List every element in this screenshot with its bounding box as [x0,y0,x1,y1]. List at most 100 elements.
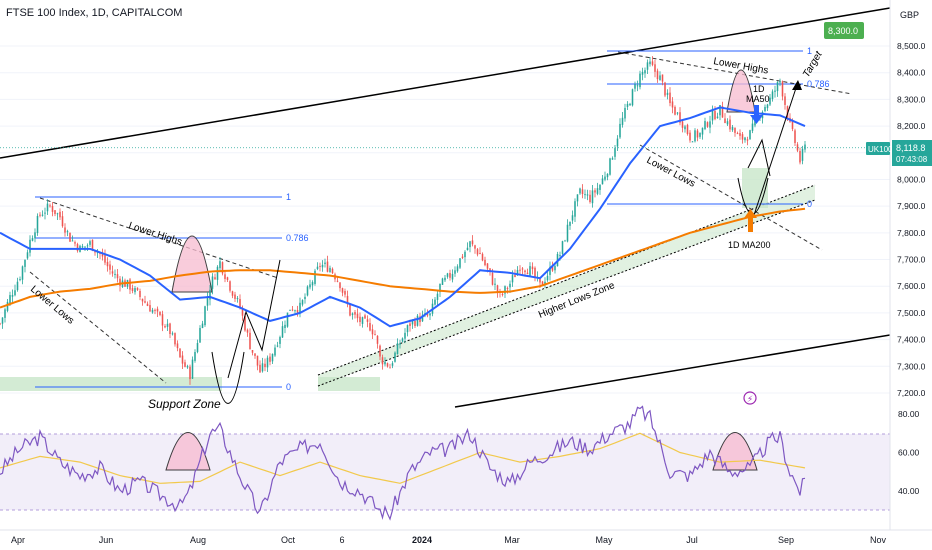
candle-body [44,212,46,214]
fib-right-1-label: 1 [807,46,812,56]
candle-body [359,316,361,323]
candle-body [714,110,716,120]
candle-body [569,221,571,226]
candle-body [704,121,706,130]
candle-body [674,106,676,115]
fib-left-1-label: 1 [286,192,291,202]
price-tick-label: 7,300.0 [897,361,926,371]
candle-body [24,259,26,267]
countdown-value: 07:43:08 [896,155,928,164]
candle-body [224,274,226,279]
candle-body [601,178,604,185]
candle-body [484,259,486,266]
candle-body [131,288,134,291]
candle-body [286,312,289,327]
candle-body [109,264,111,270]
candle-body [669,92,671,104]
higher-lows-lower-line [317,199,816,387]
candle-body [594,190,596,193]
candle-body [764,106,766,112]
candle-body [654,64,656,72]
candle-body [119,278,121,286]
candle-body [189,366,191,380]
candle-body [746,139,749,141]
candle-body [6,301,9,311]
candle-body [114,273,116,275]
channel-top-line [0,7,891,159]
candle-body [401,338,404,342]
candle-body [779,80,781,83]
candle-body [341,288,344,293]
candle-body [699,132,701,137]
candle-body [781,81,784,97]
rsi-band [0,434,890,510]
candle-body [619,123,621,138]
candle-body [56,213,59,215]
candle-body [354,312,356,315]
candle-body [0,323,1,325]
candle-body [259,364,261,373]
candle-body [729,119,731,130]
candle-body [149,305,151,312]
candle-body [321,264,324,268]
candle-body [701,127,704,135]
candle-body [279,337,281,344]
candle-body [226,277,229,280]
candle-body [426,314,429,316]
candle-body [739,133,741,136]
rsi-tick-label: 40.00 [898,486,920,496]
candle-body [19,279,21,281]
candle-body [524,270,526,273]
candle-body [804,144,806,150]
candle-body [221,262,224,274]
candle-body [736,133,739,135]
candle-body [469,241,471,248]
candle-body [86,245,89,247]
candle-body [366,319,369,322]
candle-body [466,247,469,250]
candle-body [374,334,376,336]
candle-body [386,363,389,367]
candle-body [596,188,599,194]
fib-right-0-label: 0 [807,199,812,209]
candle-body [314,270,316,284]
candle-body [581,189,584,195]
channel-bottom-line [454,334,891,408]
candle-body [111,271,114,274]
candle-body [726,121,729,125]
candle-body [161,314,164,326]
time-tick-label: Jul [686,535,698,545]
candle-body [179,348,181,358]
time-axis-ticks: Apr Jun Aug Oct 6 2024 Mar May Jul Sep Nov [11,535,887,545]
candle-body [494,283,496,285]
candle-body [389,367,391,369]
candle-body [39,214,41,216]
candle-body [511,275,514,283]
candle-body [249,332,251,350]
target-price-label: 8,300.0 [828,26,858,36]
target-zone-area [742,168,768,208]
candle-body [329,267,331,272]
rsi-arc-1 [165,432,211,471]
candle-body [706,122,709,127]
candle-body [1,317,4,324]
candle-body [234,294,236,299]
candle-body [4,309,6,318]
candle-body [616,138,619,147]
candle-body [604,176,606,180]
lightning-icon[interactable] [743,391,757,405]
candle-body [421,314,424,322]
current-price-tag: UK100 8,118.8 07:43:08 [866,140,932,166]
candle-body [621,117,624,125]
top-arc-1 [171,235,213,293]
candle-body [549,266,551,275]
candle-body [26,252,29,259]
candle-body [256,355,259,366]
candle-body [639,73,641,88]
candle-body [649,61,651,65]
candle-body [634,84,636,89]
candle-body [239,299,241,308]
price-tick-label: 7,600.0 [897,281,926,291]
candle-body [439,283,441,293]
